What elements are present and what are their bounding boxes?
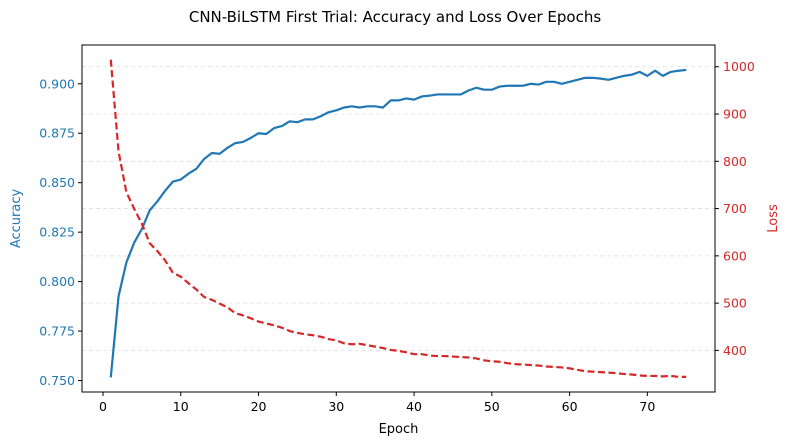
y-left-tick-label: 0.875: [39, 126, 75, 141]
x-tick-label: 30: [328, 399, 344, 414]
chart-title: CNN-BiLSTM First Trial: Accuracy and Los…: [189, 8, 601, 26]
y-right-tick-label: 500: [723, 296, 747, 311]
y-left-tick-label: 0.800: [39, 274, 75, 289]
x-tick-label: 50: [484, 399, 500, 414]
x-tick-label: 40: [406, 399, 422, 414]
y-right-tick-label: 600: [723, 248, 747, 263]
y-axis-left-title: Accuracy: [9, 189, 24, 249]
y-left-tick-label: 0.850: [39, 175, 75, 190]
y-right-tick-label: 700: [723, 201, 747, 216]
x-tick-label: 70: [639, 399, 655, 414]
axes-layer: 0 10 20 30 40 50 60 70 0.750 0.775 0.800 0.825 0.850…: [39, 59, 755, 414]
x-axis-title: Epoch: [379, 422, 419, 437]
y-right-tick-label: 1000: [723, 59, 755, 74]
accuracy-line: [109, 68, 687, 378]
y-right-tick-label: 400: [723, 343, 747, 358]
y-left-tick-label: 0.775: [39, 324, 75, 339]
series-layer: [109, 59, 687, 378]
y-axis-right-title: Loss: [766, 204, 781, 233]
y-left-tick-label: 0.750: [39, 373, 75, 388]
plot-frame: [81, 44, 716, 393]
grid-layer: [82, 66, 715, 351]
x-tick-label: 0: [99, 399, 107, 414]
x-tick-label: 20: [251, 399, 267, 414]
y-right-tick-label: 800: [723, 154, 747, 169]
x-tick-label: 60: [562, 399, 578, 414]
y-left-tick-label: 0.900: [39, 76, 75, 91]
loss-line: [109, 59, 687, 378]
x-tick-label: 10: [173, 399, 189, 414]
y-right-tick-label: 900: [723, 107, 747, 122]
y-left-tick-label: 0.825: [39, 225, 75, 240]
